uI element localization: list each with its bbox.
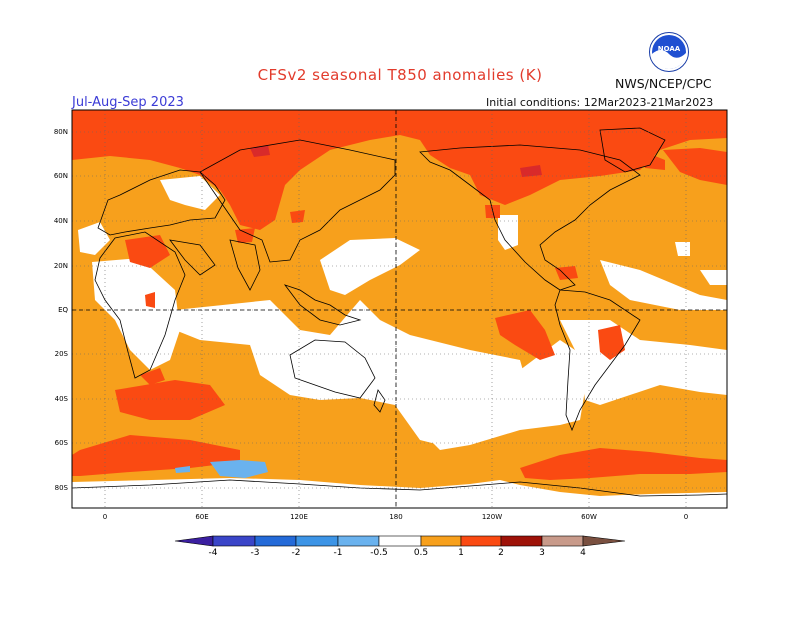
colorbar-label: 0.5 (413, 548, 429, 558)
colorbar-label: -3 (250, 548, 260, 558)
colorbar-label: -4 (208, 548, 218, 558)
lon-label-120w: 120W (481, 513, 503, 521)
lon-label-60w: 60W (581, 513, 597, 521)
lat-label-eq: EQ (58, 306, 68, 314)
lon-label-0-east: 0 (683, 513, 689, 521)
initial-conditions-label: Initial conditions: 12Mar2023-21Mar2023 (486, 96, 714, 109)
noaa-logo-text: NOAA (658, 45, 681, 53)
lat-label-60n: 60N (53, 172, 68, 180)
anomaly-1-2-regions (72, 110, 727, 480)
negative-anomaly-regions (175, 460, 268, 478)
colorbar-label: -0.5 (370, 548, 388, 558)
lon-label-120e: 120E (290, 513, 308, 521)
colorbar-label: 4 (580, 548, 586, 558)
lon-label-180: 180 (389, 513, 403, 521)
chart-title: CFSv2 seasonal T850 anomalies (K) (257, 66, 543, 84)
colorbar-label: -1 (333, 548, 343, 558)
lat-label-20n: 20N (53, 262, 68, 270)
colorbar-label: 3 (539, 548, 545, 558)
map-frame (71, 109, 728, 509)
lat-label-40n: 40N (53, 217, 68, 225)
lat-label-40s: 40S (54, 395, 68, 403)
lon-label-0: 0 (102, 513, 108, 521)
lat-label-20s: 20S (54, 350, 68, 358)
colorbar-label: 2 (498, 548, 504, 558)
organization-label: NWS/NCEP/CPC (615, 76, 712, 91)
lat-label-80s: 80S (54, 484, 68, 492)
noaa-logo-icon: NOAA (649, 32, 689, 72)
colorbar-label: 1 (458, 548, 464, 558)
season-label: Jul-Aug-Sep 2023 (72, 95, 184, 110)
lon-label-60e: 60E (195, 513, 209, 521)
near-zero-regions (72, 176, 727, 508)
lat-label-80n: 80N (53, 128, 68, 136)
colorbar-label: -2 (291, 548, 301, 558)
lat-label-60s: 60S (54, 439, 68, 447)
anomaly-2-3-regions (250, 145, 542, 177)
